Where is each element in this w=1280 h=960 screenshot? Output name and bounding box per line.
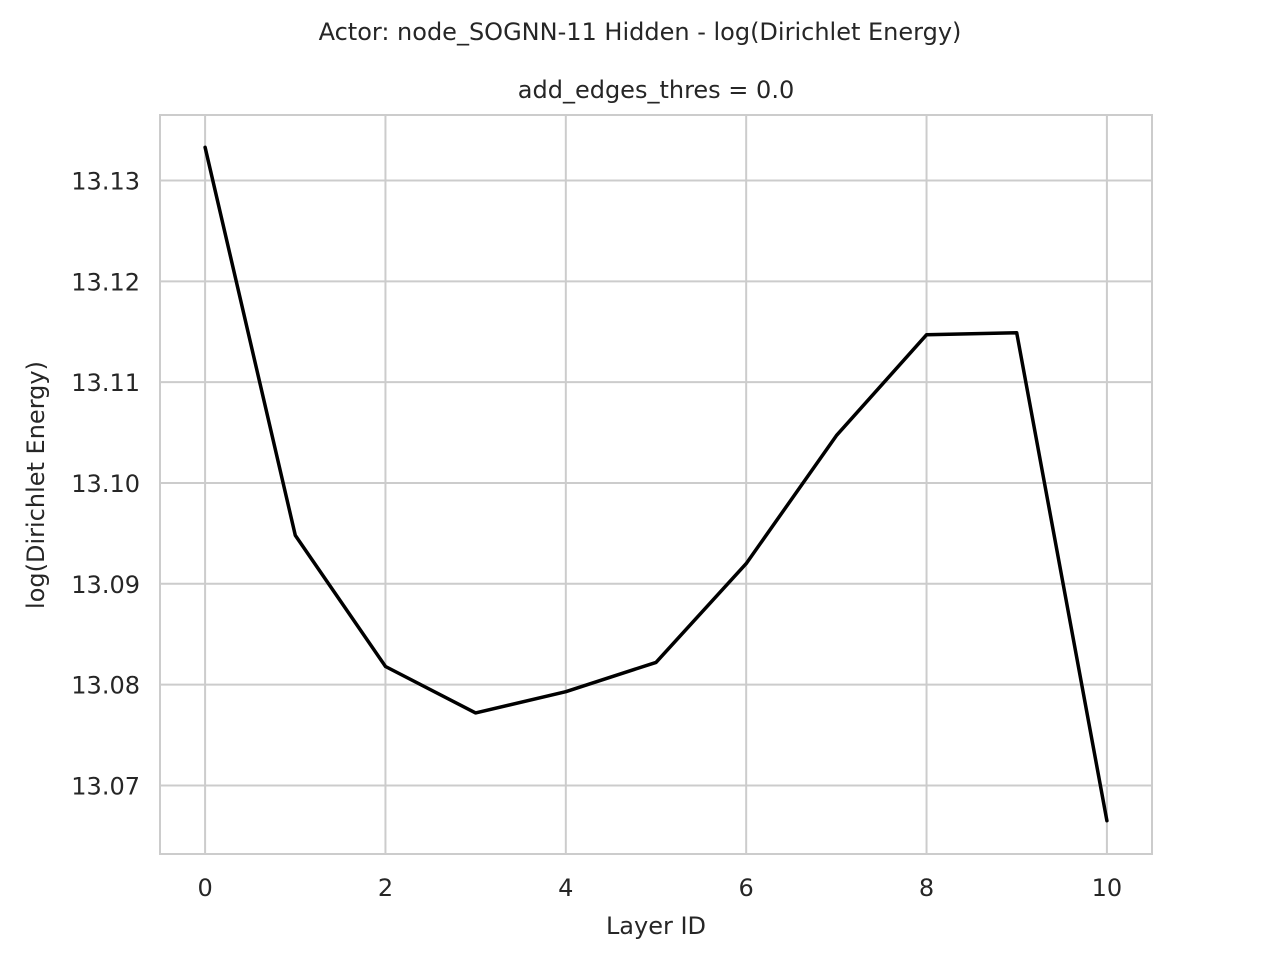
x-tick-label: 2 [378,874,393,902]
x-tick-label: 4 [558,874,573,902]
x-tick-label: 6 [739,874,754,902]
plot-frame [159,114,1153,855]
y-tick-label: 13.11 [71,369,140,397]
y-tick-label: 13.12 [71,268,140,296]
y-tick-label: 13.10 [71,470,140,498]
x-axis-label: Layer ID [606,912,706,940]
x-tick-label: 0 [197,874,212,902]
y-tick-label: 13.07 [71,772,140,800]
series-line [203,145,1109,823]
y-tick-label: 13.09 [71,571,140,599]
chart-title: add_edges_thres = 0.0 [518,76,794,104]
series-layer [203,145,1109,823]
y-tick-label: 13.13 [71,168,140,196]
x-tick-labels: 0 2 4 6 8 10 [197,874,1122,902]
y-tick-labels: 13.07 13.08 13.09 13.10 13.11 13.12 13.13 [71,168,140,801]
chart-suptitle: Actor: node_SOGNN-11 Hidden - log(Dirich… [319,18,962,46]
x-tick-label: 8 [919,874,934,902]
grid [160,115,1152,854]
y-axis-label: log(Dirichlet Energy) [22,361,50,609]
y-tick-label: 13.08 [71,672,140,700]
x-tick-label: 10 [1092,874,1123,902]
